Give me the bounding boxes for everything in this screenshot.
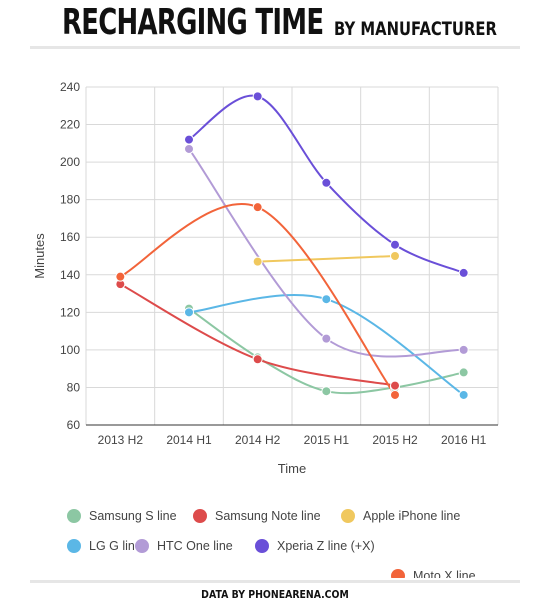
footer-divider bbox=[30, 580, 520, 583]
series-line bbox=[119, 283, 396, 387]
data-point bbox=[184, 134, 194, 145]
data-point bbox=[321, 333, 332, 344]
y-tick-label: 160 bbox=[60, 230, 80, 244]
data-point bbox=[390, 380, 400, 391]
y-tick-label: 180 bbox=[60, 193, 80, 207]
series-line bbox=[188, 294, 465, 396]
x-tick-label: 2014 H1 bbox=[166, 433, 212, 447]
y-tick-label: 140 bbox=[60, 268, 80, 282]
header-divider bbox=[30, 46, 520, 49]
data-point bbox=[321, 177, 332, 188]
legend-label: LG G line bbox=[89, 539, 142, 553]
series-line bbox=[257, 255, 396, 263]
data-point bbox=[390, 389, 400, 400]
x-tick-label: 2015 H2 bbox=[372, 433, 418, 447]
y-tick-label: 200 bbox=[60, 155, 80, 169]
chart-subtitle: BY MANUFACTURER bbox=[334, 18, 497, 40]
series-line bbox=[188, 307, 464, 395]
chart-title: RECHARGING TIME bbox=[62, 2, 324, 43]
data-point bbox=[252, 91, 263, 102]
data-point bbox=[390, 239, 400, 250]
data-point bbox=[390, 251, 400, 261]
x-tick-label: 2014 H2 bbox=[235, 433, 281, 447]
x-axis-title: Time bbox=[278, 461, 306, 476]
legend-label: HTC One line bbox=[157, 539, 233, 553]
legend-label: Xperia Z line (+X) bbox=[277, 539, 375, 553]
footer: DATA BY PHONEARENA.COM bbox=[41, 588, 509, 601]
data-point bbox=[184, 143, 194, 154]
y-tick-label: 60 bbox=[67, 418, 81, 432]
series-line bbox=[119, 203, 396, 396]
data-credit: DATA BY PHONEARENA.COM bbox=[201, 588, 349, 601]
data-point bbox=[252, 202, 263, 213]
data-point bbox=[252, 354, 263, 365]
legend-marker bbox=[67, 509, 81, 523]
legend-marker bbox=[391, 569, 405, 578]
data-point bbox=[321, 386, 332, 397]
data-point bbox=[458, 389, 469, 400]
line-chart: 60 80 100 120 140 160 180 200 220 240 2013 H2 2014 … bbox=[32, 80, 499, 578]
x-tick-label: 2015 H1 bbox=[304, 433, 350, 447]
y-tick-label: 120 bbox=[60, 305, 80, 319]
y-tick-label: 220 bbox=[60, 118, 80, 132]
series-line bbox=[188, 148, 464, 358]
data-point bbox=[458, 267, 469, 278]
y-tick-label: 240 bbox=[60, 80, 80, 94]
y-tick-label: 80 bbox=[67, 380, 81, 394]
data-point bbox=[252, 256, 263, 267]
legend-label: Moto X line bbox=[413, 569, 476, 578]
legend-marker bbox=[193, 509, 207, 523]
data-point bbox=[458, 344, 469, 355]
data-point bbox=[321, 294, 332, 305]
legend-marker bbox=[135, 539, 149, 553]
legend-label: Apple iPhone line bbox=[363, 509, 460, 523]
data-point bbox=[115, 271, 126, 282]
legend-label: Samsung S line bbox=[89, 509, 177, 523]
x-tick-label: 2016 H1 bbox=[441, 433, 487, 447]
legend-label: Samsung Note line bbox=[215, 509, 321, 523]
legend-marker bbox=[67, 539, 81, 553]
legend-marker bbox=[255, 539, 269, 553]
data-point bbox=[184, 307, 194, 318]
x-tick-label: 2013 H2 bbox=[98, 433, 144, 447]
legend-marker bbox=[341, 509, 355, 523]
y-tick-label: 100 bbox=[60, 343, 80, 357]
y-axis-title: Minutes bbox=[32, 233, 47, 279]
header: RECHARGING TIME BY MANUFACTURER bbox=[0, 0, 550, 48]
data-point bbox=[458, 367, 469, 378]
